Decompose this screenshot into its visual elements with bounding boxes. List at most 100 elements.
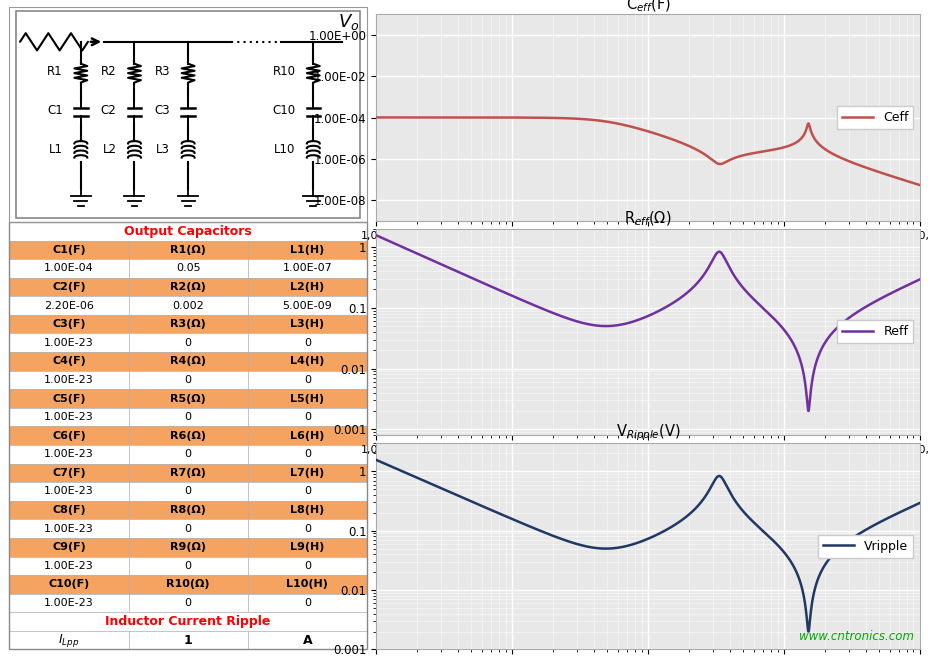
- Bar: [128, 520, 248, 538]
- Text: 0.002: 0.002: [172, 300, 204, 310]
- Text: Output Capacitors: Output Capacitors: [124, 225, 251, 237]
- Text: C7(F): C7(F): [52, 468, 85, 478]
- Text: L5(H): L5(H): [290, 394, 324, 403]
- Text: 5.00E-09: 5.00E-09: [282, 300, 332, 310]
- Bar: [248, 482, 367, 501]
- Bar: [9, 464, 128, 482]
- Text: L3(H): L3(H): [290, 319, 324, 329]
- Bar: [128, 556, 248, 575]
- Text: L3: L3: [156, 143, 170, 156]
- Bar: [248, 501, 367, 520]
- Text: C2(F): C2(F): [52, 282, 85, 292]
- Text: R10(Ω): R10(Ω): [166, 579, 210, 589]
- Bar: [9, 259, 128, 277]
- Bar: [9, 371, 128, 389]
- Bar: [9, 520, 128, 538]
- Text: L4(H): L4(H): [290, 356, 324, 366]
- Bar: [128, 464, 248, 482]
- Text: 1.00E-23: 1.00E-23: [44, 412, 94, 422]
- Text: 0: 0: [185, 412, 191, 422]
- Text: $I_{Lpp}$: $I_{Lpp}$: [58, 632, 80, 649]
- Bar: [248, 556, 367, 575]
- Text: L10: L10: [274, 143, 295, 156]
- Bar: [128, 445, 248, 464]
- Bar: [9, 352, 128, 371]
- Text: 0: 0: [185, 487, 191, 497]
- Bar: [9, 315, 128, 333]
- Bar: [248, 333, 367, 352]
- Text: 0: 0: [303, 487, 311, 497]
- Title: V$_{Ripple}$(V): V$_{Ripple}$(V): [615, 422, 679, 443]
- Bar: [248, 277, 367, 297]
- Text: 0: 0: [303, 375, 311, 385]
- Text: C4(F): C4(F): [52, 356, 85, 366]
- Bar: [248, 259, 367, 277]
- Bar: [128, 408, 248, 426]
- Text: R5(Ω): R5(Ω): [170, 394, 206, 403]
- Title: C$_{eff}$(F): C$_{eff}$(F): [625, 0, 670, 14]
- Text: C3(F): C3(F): [52, 319, 85, 329]
- Text: R3: R3: [155, 65, 170, 77]
- Bar: [9, 297, 128, 315]
- Text: R9(Ω): R9(Ω): [170, 543, 206, 552]
- Text: 1.00E-23: 1.00E-23: [44, 487, 94, 497]
- Bar: [9, 426, 128, 445]
- Bar: [128, 371, 248, 389]
- Bar: [128, 631, 248, 649]
- Bar: [9, 501, 128, 520]
- Text: 1.00E-23: 1.00E-23: [44, 523, 94, 533]
- Text: R10: R10: [272, 65, 295, 77]
- Text: L6(H): L6(H): [290, 431, 324, 441]
- Bar: [248, 352, 367, 371]
- Text: 0: 0: [303, 523, 311, 533]
- Bar: [128, 333, 248, 352]
- Text: 0: 0: [303, 412, 311, 422]
- X-axis label: Frequency(Hz): Frequency(Hz): [596, 245, 699, 258]
- Bar: [9, 631, 128, 649]
- Text: C5(F): C5(F): [52, 394, 85, 403]
- Text: L2: L2: [102, 143, 117, 156]
- Text: L1(H): L1(H): [290, 245, 324, 255]
- X-axis label: Frequency(Hz): Frequency(Hz): [596, 459, 699, 472]
- Text: 1.00E-23: 1.00E-23: [44, 449, 94, 459]
- Legend: Reff: Reff: [836, 320, 912, 344]
- Bar: [248, 464, 367, 482]
- Text: L10(H): L10(H): [286, 579, 328, 589]
- Text: 0: 0: [303, 338, 311, 348]
- Bar: [9, 556, 128, 575]
- Bar: [128, 501, 248, 520]
- Text: C3: C3: [154, 104, 170, 117]
- Text: C1: C1: [47, 104, 63, 117]
- Bar: [128, 277, 248, 297]
- Text: 1: 1: [184, 634, 192, 647]
- Bar: [128, 594, 248, 612]
- Text: 0: 0: [303, 561, 311, 571]
- Legend: Vripple: Vripple: [818, 535, 912, 558]
- Bar: [9, 333, 128, 352]
- Bar: [128, 241, 248, 259]
- Text: L9(H): L9(H): [290, 543, 324, 552]
- Text: R6(Ω): R6(Ω): [170, 431, 206, 441]
- Text: 0: 0: [185, 523, 191, 533]
- Text: R1: R1: [47, 65, 63, 77]
- Legend: Ceff: Ceff: [836, 106, 912, 129]
- Bar: [248, 408, 367, 426]
- Bar: [128, 575, 248, 594]
- Text: 2.20E-06: 2.20E-06: [44, 300, 94, 310]
- Text: R2(Ω): R2(Ω): [170, 282, 206, 292]
- Bar: [128, 259, 248, 277]
- Bar: [248, 631, 367, 649]
- Bar: [9, 445, 128, 464]
- Bar: [9, 538, 128, 556]
- Text: C2: C2: [101, 104, 117, 117]
- Bar: [9, 277, 128, 297]
- Bar: [248, 297, 367, 315]
- Text: R4(Ω): R4(Ω): [170, 356, 206, 366]
- Text: L2(H): L2(H): [290, 282, 324, 292]
- Text: L8(H): L8(H): [290, 505, 324, 515]
- Bar: [128, 426, 248, 445]
- Bar: [128, 352, 248, 371]
- Text: R1(Ω): R1(Ω): [170, 245, 206, 255]
- Bar: [9, 389, 128, 408]
- Text: 0: 0: [185, 561, 191, 571]
